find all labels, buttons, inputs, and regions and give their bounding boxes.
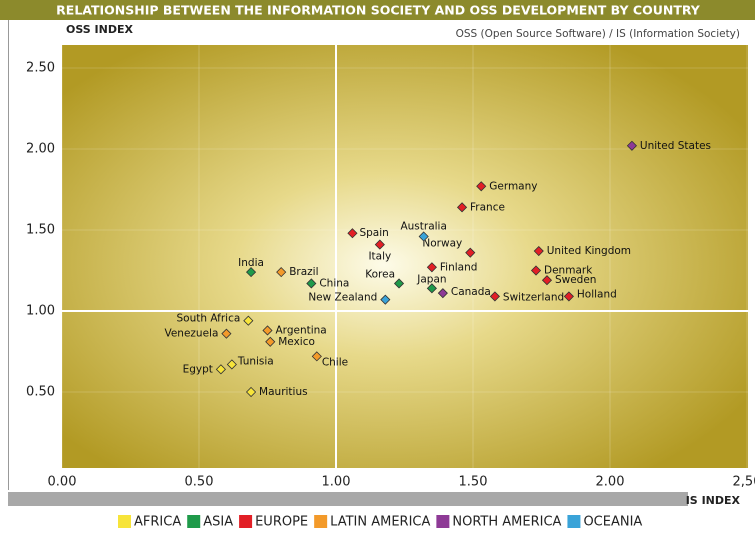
point (437, 288, 448, 299)
point (262, 325, 273, 336)
point-label: Finland (440, 261, 478, 273)
point (418, 231, 429, 242)
legend-swatch (118, 515, 131, 528)
point-label: Denmark (544, 265, 593, 277)
point-label: United Kingdom (547, 245, 631, 257)
point (380, 294, 391, 305)
point-label: United States (640, 140, 711, 152)
point (541, 275, 553, 286)
point (563, 291, 574, 302)
point-label: Mexico (278, 336, 315, 348)
point (393, 278, 405, 289)
y-axis-label: OSS INDEX (66, 23, 133, 36)
legend-label: OCEANIA (583, 515, 642, 530)
y-tick-label: 1.50 (26, 223, 55, 238)
point-label: Italy (368, 251, 391, 263)
point-label: Switzerland (503, 291, 564, 303)
legend-swatch (187, 515, 201, 528)
legend-swatch (314, 515, 328, 528)
legend-label: NORTH AMERICA (452, 515, 561, 530)
point (243, 315, 254, 326)
point-label: Holland (577, 288, 617, 300)
x-tick-label: 1.50 (459, 475, 488, 490)
point (215, 364, 226, 375)
chart-title: RELATIONSHIP BETWEEN THE INFORMATION SOC… (56, 3, 701, 18)
legend-label: ASIA (203, 515, 233, 530)
x-tick-label: 2,50 (733, 475, 755, 490)
x-tick-label: 0.50 (185, 475, 214, 490)
frame (8, 20, 9, 490)
point (456, 202, 468, 213)
y-tick-label: 1.00 (26, 304, 55, 319)
point-label: Japan (416, 273, 446, 285)
x-axis-label: IS INDEX (686, 494, 741, 507)
point (221, 328, 232, 339)
point (311, 351, 322, 362)
point-label: Mauritius (259, 386, 308, 398)
y-tick-label: 0.50 (26, 385, 55, 400)
point-label: Korea (365, 268, 395, 280)
point-label: Australia (400, 220, 446, 232)
x-tick-label: 0.00 (48, 475, 77, 490)
point (533, 245, 544, 257)
point (489, 291, 500, 302)
plot-area (62, 45, 748, 468)
y-tick-label: 2.00 (26, 142, 55, 157)
point-label: Spain (359, 227, 388, 239)
point (347, 228, 358, 239)
point-label: France (470, 201, 505, 213)
point (426, 283, 437, 294)
point-label: China (319, 277, 349, 289)
point-label: South Africa (177, 313, 241, 325)
point-label: Egypt (183, 363, 213, 375)
legend-label: AFRICA (134, 515, 181, 530)
point-label: Canada (451, 286, 491, 298)
point (226, 359, 237, 370)
point (530, 265, 542, 276)
point (306, 278, 317, 289)
point-label: India (238, 257, 264, 269)
point-label: Argentina (276, 324, 327, 336)
point (245, 386, 257, 398)
point-label: Brazil (289, 266, 318, 278)
point-label: Norway (422, 238, 462, 250)
legend-swatch (567, 515, 581, 528)
point-label: New Zealand (308, 292, 377, 304)
point (245, 267, 257, 278)
legend-label: EUROPE (255, 515, 308, 530)
point (465, 247, 476, 258)
x-tick-label: 2.00 (596, 475, 625, 490)
y-tick-label: 2.50 (26, 61, 55, 76)
point-label: Venezuela (164, 328, 218, 340)
point-label: Tunisia (237, 355, 274, 367)
point (276, 267, 287, 278)
x-axis-band (8, 492, 688, 506)
legend-label: LATIN AMERICA (330, 515, 430, 530)
point (626, 140, 637, 151)
point (426, 262, 437, 273)
point (476, 181, 487, 192)
x-tick-label: 1.00 (322, 475, 351, 490)
title-bar (0, 0, 755, 20)
subtitle: OSS (Open Source Software) / IS (Informa… (456, 28, 740, 40)
legend-swatch (436, 515, 450, 528)
point-label: Germany (489, 180, 537, 192)
point-label: Sweden (555, 274, 597, 286)
point (265, 336, 276, 347)
legend-swatch (239, 515, 253, 528)
point (374, 239, 385, 250)
point-label: Chile (322, 356, 348, 368)
